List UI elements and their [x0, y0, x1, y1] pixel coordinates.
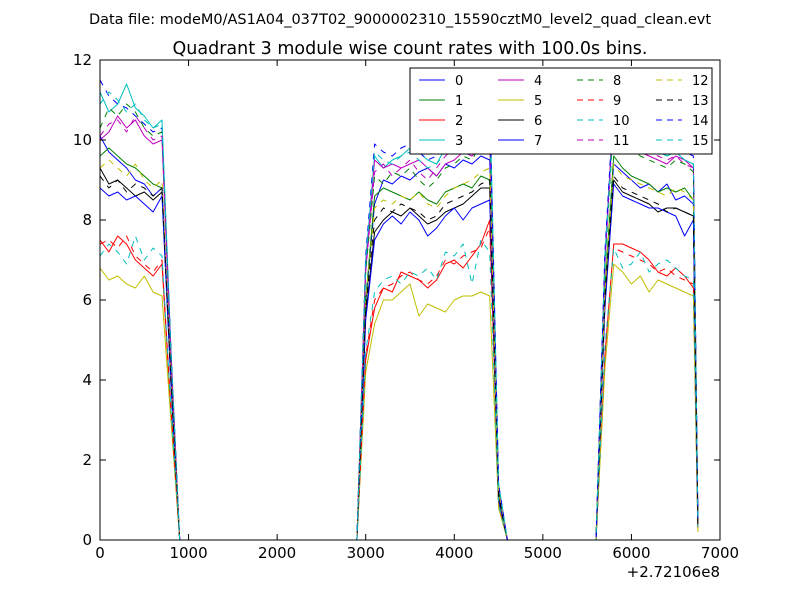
- series-line-12: [100, 159, 699, 540]
- y-tick-label: 8: [82, 211, 92, 229]
- y-tick-label: 12: [73, 51, 92, 69]
- x-tick-label: 1000: [169, 544, 207, 562]
- x-tick-label: 7000: [701, 544, 739, 562]
- legend-label-0: 0: [455, 74, 463, 89]
- legend-label-3: 3: [455, 134, 463, 149]
- x-tick-label: 3000: [347, 544, 385, 562]
- legend-label-7: 7: [534, 134, 542, 149]
- x-tick-label: 6000: [612, 544, 650, 562]
- legend-label-2: 2: [455, 114, 463, 129]
- x-tick-label: 4000: [435, 544, 473, 562]
- series-line-5: [100, 263, 699, 540]
- x-tick-label: 5000: [524, 544, 562, 562]
- legend-label-4: 4: [534, 74, 542, 89]
- y-tick-label: 2: [82, 451, 92, 469]
- legend-label-8: 8: [613, 74, 621, 89]
- legend-label-13: 13: [692, 94, 709, 109]
- legend-label-15: 15: [692, 134, 709, 149]
- y-tick-label: 6: [82, 291, 92, 309]
- series-line-15: [100, 91, 699, 540]
- chart-suptitle: Data file: modeM0/AS1A04_037T02_90000023…: [89, 12, 711, 28]
- plot-frame: [99, 59, 721, 541]
- y-tick-label: 4: [82, 371, 92, 389]
- legend-label-10: 10: [613, 114, 630, 129]
- y-tick-label: 10: [73, 131, 92, 149]
- legend-label-1: 1: [455, 94, 463, 109]
- x-offset-label: +2.72106e8: [627, 563, 720, 581]
- x-tick-label: 0: [95, 544, 105, 562]
- x-tick-label: 2000: [258, 544, 296, 562]
- legend-label-9: 9: [613, 94, 621, 109]
- legend-label-12: 12: [692, 74, 709, 89]
- legend-label-11: 11: [613, 134, 630, 149]
- chart-title: Quadrant 3 module wise count rates with …: [173, 39, 648, 59]
- series-line-9: [100, 227, 699, 540]
- y-tick-label: 0: [82, 531, 92, 549]
- series-line-14: [100, 79, 699, 540]
- legend-label-6: 6: [534, 114, 542, 129]
- series-layer: [100, 79, 699, 540]
- legend-label-14: 14: [692, 114, 709, 129]
- legend-label-5: 5: [534, 94, 542, 109]
- series-line-13: [100, 175, 699, 540]
